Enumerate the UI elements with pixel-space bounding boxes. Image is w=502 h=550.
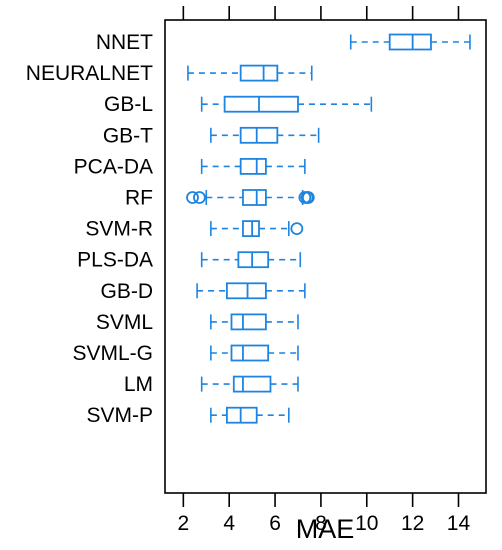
x-tick-label: 2 (177, 512, 189, 535)
outlier-point (290, 222, 304, 236)
iqr-box (226, 406, 258, 424)
iqr-box (242, 220, 260, 238)
iqr-box (230, 313, 267, 331)
x-tick-label: 12 (401, 512, 424, 535)
box-row (210, 220, 304, 238)
box-row (210, 126, 320, 144)
x-tick-label: 4 (223, 512, 235, 535)
box-row (200, 157, 306, 175)
box-row (210, 313, 299, 331)
x-tick-label: 14 (447, 512, 471, 535)
category-label: GB-T (103, 124, 153, 147)
iqr-box (388, 33, 432, 51)
iqr-box (237, 251, 270, 269)
x-tick-label: 6 (269, 512, 281, 535)
iqr-box (230, 344, 270, 362)
iqr-box (223, 95, 299, 113)
category-label: SVML-G (72, 342, 153, 365)
box-row (210, 406, 290, 424)
category-label: SVM-P (86, 404, 153, 427)
iqr-box (242, 189, 267, 206)
category-label: SVML (96, 311, 153, 334)
box-row (349, 33, 471, 51)
box-row (200, 95, 373, 113)
category-label: SVM-R (85, 218, 153, 241)
x-tick-label: 8 (315, 512, 327, 535)
plot-frame (164, 19, 487, 494)
box-row (187, 64, 313, 82)
x-axis-label: MAE (296, 514, 355, 544)
box-row (200, 375, 299, 393)
box-row (200, 251, 302, 269)
category-label: LM (124, 373, 153, 396)
outlier-point (301, 191, 315, 204)
iqr-box (232, 375, 272, 393)
outlier-point (186, 191, 199, 204)
category-label: PLS-DA (77, 249, 153, 272)
iqr-box (239, 126, 279, 144)
iqr-box (226, 282, 267, 300)
outlier-point (192, 191, 206, 204)
box-row (186, 189, 315, 206)
iqr-box (239, 157, 267, 175)
category-label: RF (125, 187, 153, 210)
category-label: PCA-DA (74, 155, 153, 178)
category-label: GB-L (104, 93, 153, 116)
category-label: NEURALNET (26, 62, 153, 85)
box-row (210, 344, 299, 362)
category-label: GB-D (101, 280, 154, 303)
iqr-box (239, 64, 279, 82)
box-row (196, 282, 306, 300)
x-tick-label: 10 (355, 512, 378, 535)
plot-area (182, 6, 471, 507)
category-label: NNET (96, 31, 153, 54)
